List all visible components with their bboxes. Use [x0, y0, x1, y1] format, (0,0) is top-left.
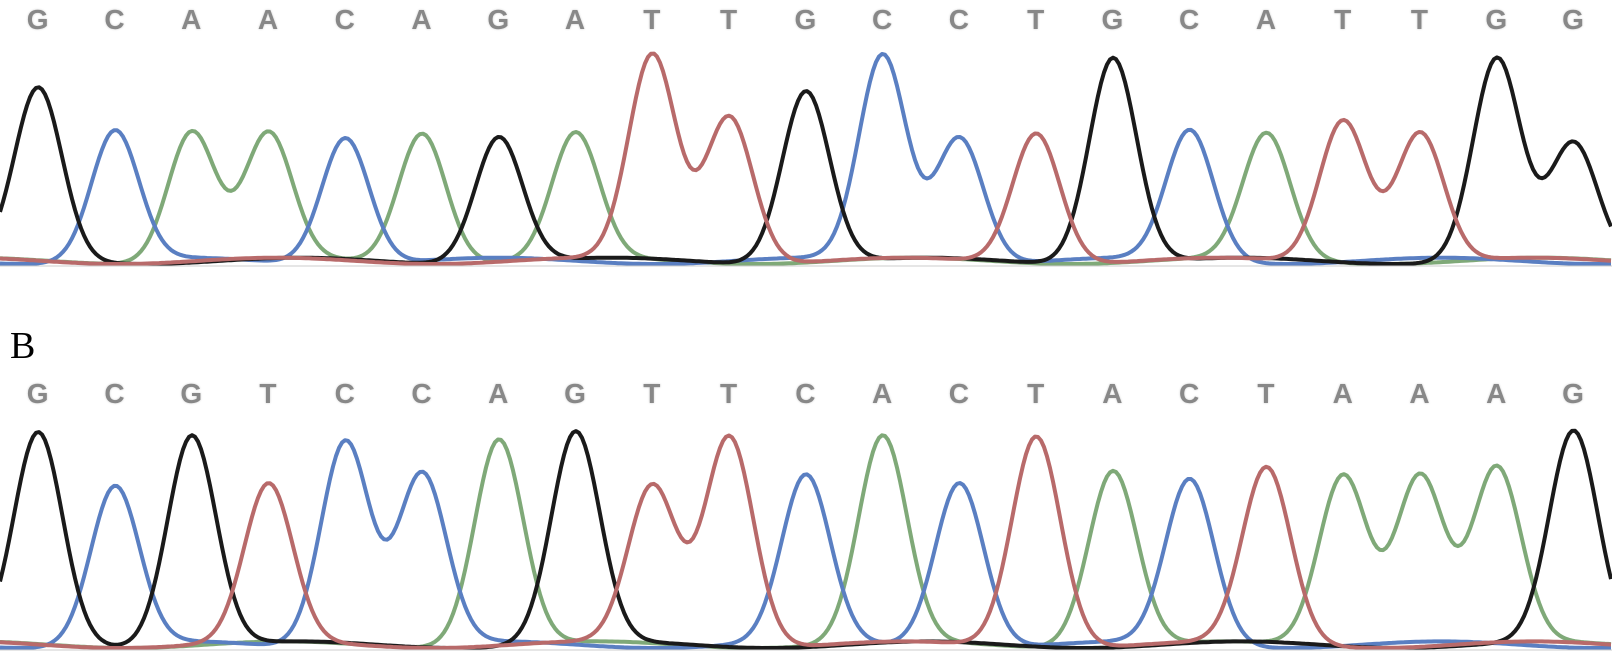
panel-b-label: B	[10, 324, 35, 368]
base-label: T	[691, 378, 768, 410]
panel-b: B GCGTCCAGTTCACTACTAAAG	[0, 330, 1612, 650]
base-label: A	[461, 378, 538, 410]
base-label: C	[1151, 4, 1228, 36]
base-label: C	[1151, 378, 1228, 410]
base-label: C	[77, 378, 154, 410]
base-label: T	[1228, 378, 1305, 410]
base-label: T	[614, 378, 691, 410]
base-label: A	[1305, 378, 1382, 410]
base-label: G	[1459, 4, 1536, 36]
base-label: A	[1459, 378, 1536, 410]
base-label: G	[461, 4, 538, 36]
base-label: T	[614, 4, 691, 36]
panel-a: GCAACAGATTGCCTGCATTGG	[0, 0, 1612, 290]
trace-C	[0, 54, 1611, 264]
base-label: T	[1305, 4, 1382, 36]
trace-G	[0, 57, 1611, 264]
base-label: G	[1535, 4, 1612, 36]
trace-G	[0, 431, 1611, 648]
base-label: T	[998, 4, 1075, 36]
base-label: C	[844, 4, 921, 36]
base-label: G	[1075, 4, 1152, 36]
base-label: T	[1382, 4, 1459, 36]
base-label: C	[77, 4, 154, 36]
base-label: A	[384, 4, 461, 36]
base-label: G	[0, 378, 77, 410]
sequence-row-b: GCGTCCAGTTCACTACTAAAG	[0, 374, 1612, 414]
base-label: C	[384, 378, 461, 410]
base-label: C	[921, 378, 998, 410]
base-label: G	[768, 4, 845, 36]
base-label: A	[1228, 4, 1305, 36]
chromatogram-svg-a	[0, 40, 1612, 270]
sequence-row-a: GCAACAGATTGCCTGCATTGG	[0, 0, 1612, 40]
base-label: A	[537, 4, 614, 36]
base-label: A	[844, 378, 921, 410]
base-label: T	[998, 378, 1075, 410]
base-label: A	[1075, 378, 1152, 410]
panel-gap	[0, 290, 1612, 330]
base-label: A	[1382, 378, 1459, 410]
trace-T	[0, 54, 1611, 264]
base-label: C	[307, 378, 384, 410]
base-label: C	[921, 4, 998, 36]
base-label: C	[307, 4, 384, 36]
base-label: T	[691, 4, 768, 36]
base-label: G	[0, 4, 77, 36]
base-label: G	[537, 378, 614, 410]
base-label: G	[154, 378, 231, 410]
base-label: C	[768, 378, 845, 410]
base-label: A	[154, 4, 231, 36]
base-label: T	[230, 378, 307, 410]
base-label: A	[230, 4, 307, 36]
chromatogram-b	[0, 414, 1612, 654]
base-label: G	[1535, 378, 1612, 410]
chromatogram-svg-b	[0, 414, 1612, 654]
chromatogram-a	[0, 40, 1612, 270]
trace-A	[0, 131, 1611, 264]
